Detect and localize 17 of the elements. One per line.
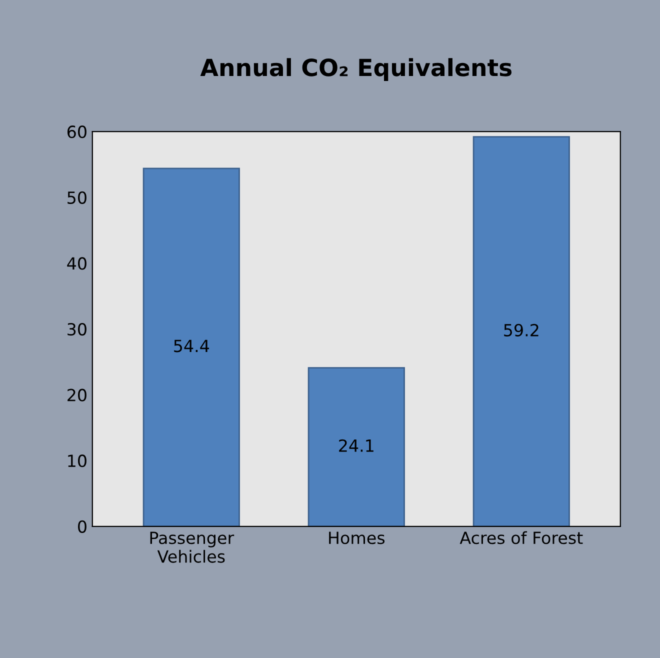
y-tick-label: 20: [68, 388, 86, 402]
y-tick-label: 50: [68, 191, 86, 204]
y-tick-label: 0: [78, 520, 86, 533]
data-label: 59.2: [504, 324, 538, 336]
bar: [308, 367, 405, 526]
data-label: 54.4: [174, 340, 210, 352]
y-tick-label: 60: [67, 126, 86, 138]
x-tick-label: Passenger Vehicles: [150, 532, 234, 563]
data-label: 24.1: [339, 439, 374, 452]
bar: [472, 136, 570, 526]
x-tick-label: Acres of Forest: [460, 531, 583, 544]
y-tick-label: 40: [67, 257, 86, 270]
x-tick-label: Homes: [329, 532, 385, 544]
chart-title: Annual CO₂ Equivalents: [200, 58, 512, 81]
y-tick-label: 30: [68, 322, 86, 336]
bar: [142, 168, 240, 526]
y-tick-label: 10: [68, 454, 86, 468]
